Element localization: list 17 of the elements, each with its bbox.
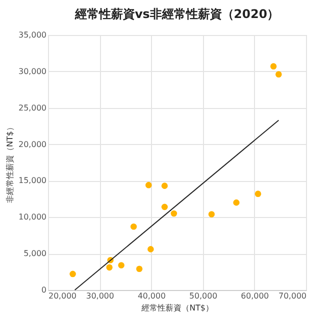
y-tick-label: 10,000	[18, 212, 46, 222]
x-tick-label: 50,000	[189, 292, 218, 300]
y-tick-label: 5,000	[24, 249, 46, 258]
y-tick-label: 0	[41, 286, 46, 294]
x-tick-label: 40,000	[138, 292, 166, 300]
y-tick-label: 15,000	[18, 176, 46, 186]
y-tick-label: 25,000	[18, 103, 46, 112]
x-tick-label: 30,000	[86, 292, 114, 300]
y-tick-label: 30,000	[18, 66, 46, 76]
y-axis-title: 非經常性薪資（NT$）	[6, 123, 15, 203]
x-tick-label: 70,000	[278, 292, 306, 300]
x-tick-label: 20,000	[48, 292, 76, 300]
x-axis-title: 經常性薪資（NT$）	[140, 304, 214, 312]
x-tick-label: 60,000	[240, 292, 269, 300]
chart-title: 經常性薪資vs非經常性薪資（2020）	[74, 7, 280, 21]
y-tick-label: 20,000	[18, 140, 46, 149]
y-tick-label: 35,000	[18, 30, 46, 40]
